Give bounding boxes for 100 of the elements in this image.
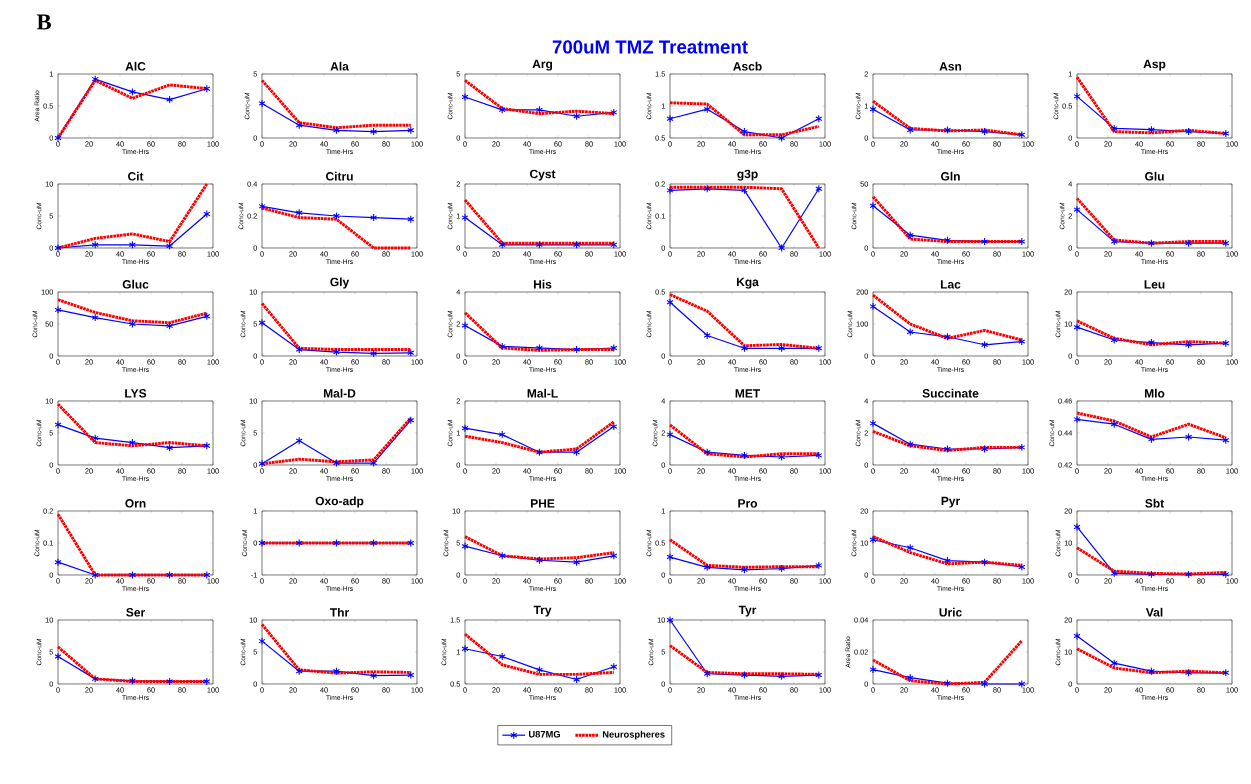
point xyxy=(1110,237,1118,246)
point xyxy=(981,679,989,688)
chart-title: Try xyxy=(533,605,552,617)
point xyxy=(498,105,506,114)
point xyxy=(815,184,823,193)
point xyxy=(869,419,877,428)
point xyxy=(461,644,469,653)
point xyxy=(1018,130,1026,139)
point xyxy=(778,344,786,353)
point xyxy=(128,240,136,249)
point xyxy=(332,459,340,468)
point xyxy=(1018,337,1026,346)
point xyxy=(943,125,951,134)
point xyxy=(666,186,674,195)
chart-title: Mlo xyxy=(1144,388,1165,398)
point xyxy=(461,542,469,551)
point xyxy=(869,535,877,544)
point xyxy=(1147,338,1155,347)
point xyxy=(1147,125,1155,134)
point xyxy=(461,93,469,102)
chart-title: Pro xyxy=(738,499,758,508)
chart-title: Mal-L xyxy=(527,388,558,398)
chart-title: Tyr xyxy=(738,605,757,617)
point xyxy=(981,340,989,349)
point xyxy=(943,444,951,453)
point xyxy=(1185,570,1193,579)
point xyxy=(332,348,340,357)
point xyxy=(1018,237,1026,246)
point xyxy=(1073,522,1081,531)
point xyxy=(573,345,581,354)
point xyxy=(258,637,266,646)
point xyxy=(91,313,99,322)
point xyxy=(166,242,174,251)
line-series xyxy=(1075,546,1228,576)
point xyxy=(535,105,543,114)
chart-title: Kga xyxy=(736,277,759,289)
point xyxy=(535,448,543,457)
point xyxy=(407,348,415,357)
point xyxy=(407,126,415,135)
point xyxy=(1185,127,1193,136)
point xyxy=(869,665,877,674)
chart-title: AlC xyxy=(125,61,146,71)
point xyxy=(869,105,877,114)
point xyxy=(703,669,711,678)
point xyxy=(1222,570,1230,579)
point xyxy=(370,671,378,680)
point xyxy=(258,459,266,468)
point xyxy=(906,125,914,134)
point xyxy=(573,675,581,684)
line-series xyxy=(260,78,413,130)
point xyxy=(703,105,711,114)
point xyxy=(666,298,674,307)
point xyxy=(815,451,823,460)
point xyxy=(1147,570,1155,579)
point xyxy=(1110,420,1118,429)
line-series xyxy=(463,535,616,561)
point xyxy=(258,202,266,211)
point xyxy=(166,321,174,330)
point xyxy=(815,114,823,123)
chart-title: Thr xyxy=(329,607,349,617)
point xyxy=(869,302,877,311)
point xyxy=(740,565,748,574)
text: B xyxy=(36,14,51,30)
point xyxy=(54,133,62,142)
point xyxy=(610,662,618,671)
chart-title: Glu xyxy=(1145,171,1164,181)
chart-title: Val xyxy=(1145,607,1163,617)
point xyxy=(740,671,748,680)
line-series xyxy=(56,298,209,325)
point xyxy=(535,343,543,352)
point xyxy=(91,434,99,443)
point xyxy=(370,213,378,222)
point xyxy=(943,332,951,341)
chart-title: Gly xyxy=(330,277,350,289)
line-series xyxy=(260,206,413,250)
point xyxy=(740,451,748,460)
point xyxy=(370,127,378,136)
point xyxy=(1222,239,1230,248)
point xyxy=(703,184,711,193)
point xyxy=(166,95,174,104)
point xyxy=(740,186,748,195)
point xyxy=(203,677,211,686)
line-series xyxy=(463,311,616,352)
point xyxy=(906,231,914,240)
line-series xyxy=(463,78,616,116)
legend-label: U87MG xyxy=(529,730,560,738)
point xyxy=(128,438,136,447)
line-series xyxy=(871,293,1024,342)
point xyxy=(54,243,62,252)
point xyxy=(535,556,543,565)
point xyxy=(1073,92,1081,101)
point xyxy=(91,240,99,249)
point xyxy=(1222,436,1230,445)
point xyxy=(1185,340,1193,349)
chart-title: Mal-D xyxy=(323,388,356,398)
point xyxy=(1185,239,1193,248)
point xyxy=(666,553,674,562)
line-series xyxy=(463,632,616,676)
point xyxy=(1073,323,1081,332)
point xyxy=(815,344,823,353)
